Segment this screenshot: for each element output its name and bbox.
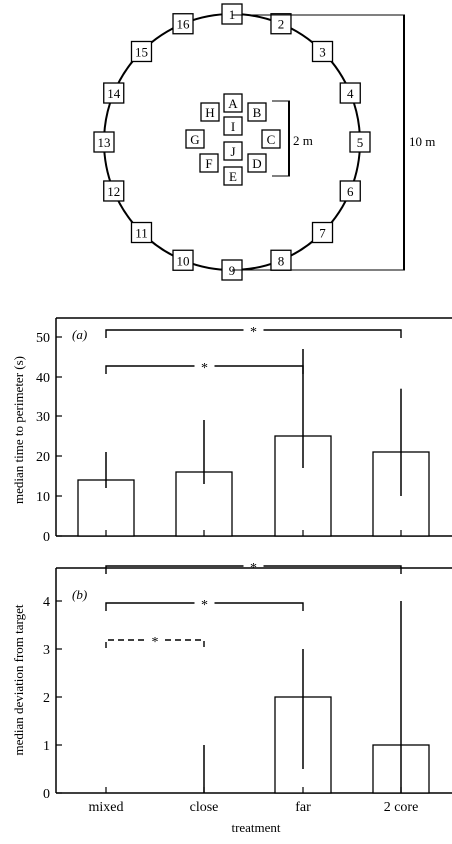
perimeter-box: 12 [103, 180, 125, 202]
chart-panel-b: median deviation from target (b) treatme… [11, 561, 452, 835]
significance-bracket: * [105, 361, 304, 376]
core-box-label: I [231, 119, 235, 134]
significance-label: * [250, 561, 257, 576]
panel-label-a: (a) [72, 327, 87, 342]
core-box-label: A [228, 96, 238, 111]
significance-label: * [201, 361, 208, 376]
perimeter-box-label: 7 [319, 226, 326, 241]
core-box: H [200, 102, 220, 122]
bar [77, 479, 135, 537]
core-box: J [223, 141, 243, 161]
y-tick-label: 30 [36, 410, 50, 425]
perimeter-box-label: 3 [319, 44, 326, 59]
y-axis-title-b: median deviation from target [11, 604, 26, 755]
perimeter-box-label: 12 [107, 184, 120, 199]
perimeter-box-label: 6 [347, 184, 354, 199]
core-box: F [199, 153, 219, 173]
core-box: G [185, 129, 205, 149]
y-tick-label: 50 [36, 331, 50, 346]
core-box-label: G [190, 132, 199, 147]
x-tick-label: mixed [89, 800, 124, 815]
y-tick-label: 4 [43, 595, 50, 610]
core-box-label: D [252, 156, 261, 171]
core-box: A [223, 93, 243, 113]
significance-label: * [152, 635, 159, 650]
x-tick-label: far [295, 800, 311, 815]
perimeter-box-label: 13 [98, 135, 111, 150]
core-box: B [247, 102, 267, 122]
perimeter-box-label: 15 [135, 44, 148, 59]
perimeter-box: 15 [130, 40, 153, 63]
core-box-label: E [229, 169, 237, 184]
significance-bracket: * [105, 325, 402, 340]
perimeter-box: 8 [270, 249, 292, 271]
perimeter-box: 4 [339, 82, 361, 104]
significance-label: * [201, 598, 208, 613]
perimeter-box: 5 [349, 131, 371, 153]
x-axis-title: treatment [231, 820, 280, 835]
y-tick-label: 3 [43, 643, 50, 658]
significance-bracket: * [105, 598, 304, 613]
perimeter-box-label: 8 [278, 253, 285, 268]
core-box-label: F [205, 156, 212, 171]
y-tick-label: 1 [43, 739, 50, 754]
panel-label-b: (b) [72, 587, 87, 602]
significance-bracket: * [105, 561, 402, 576]
perimeter-box: 6 [339, 180, 361, 202]
core-box: E [223, 166, 243, 186]
y-tick-label: 40 [36, 371, 50, 386]
perimeter-box: 14 [103, 82, 125, 104]
perimeter-box-label: 2 [278, 17, 285, 32]
perimeter-box: 3 [311, 40, 334, 63]
perimeter-box: 2 [270, 13, 292, 35]
core-box: D [247, 153, 267, 173]
y-tick-label: 0 [43, 530, 50, 545]
y-tick-label: 10 [36, 490, 50, 505]
x-tick-label: close [190, 800, 219, 815]
x-tick-label: 2 core [384, 800, 419, 815]
perimeter-box: 7 [311, 221, 334, 244]
y-axis-title-a: median time to perimeter (s) [11, 356, 26, 504]
significance-label: * [250, 325, 257, 340]
significance-bracket: * [105, 635, 205, 650]
perimeter-box: 13 [93, 131, 115, 153]
chart-panel-a: median time to perimeter (s) (a) 0 10 20 30… [11, 317, 452, 545]
dim-large-label: 10 m [409, 134, 435, 149]
perimeter-box-label: 16 [177, 17, 191, 32]
y-tick-label: 0 [43, 787, 50, 802]
perimeter-box-label: 4 [347, 86, 354, 101]
perimeter-box: 1 [221, 3, 243, 25]
perimeter-box: 16 [172, 13, 194, 35]
core-box: C [261, 129, 281, 149]
perimeter-box-label: 14 [107, 86, 121, 101]
core-box-label: C [267, 132, 276, 147]
y-tick-label: 20 [36, 450, 50, 465]
perimeter-box-label: 5 [357, 135, 364, 150]
perimeter-box-label: 11 [135, 226, 148, 241]
perimeter-box-label: 10 [177, 253, 190, 268]
perimeter-box: 10 [172, 249, 194, 271]
dim-small-label: 2 m [293, 133, 313, 148]
core-box: I [223, 116, 243, 136]
y-tick-label: 2 [43, 691, 50, 706]
core-box-label: B [253, 105, 262, 120]
perimeter-box: 11 [130, 221, 153, 244]
core-box-label: H [205, 105, 214, 120]
core-box-label: J [230, 144, 235, 159]
